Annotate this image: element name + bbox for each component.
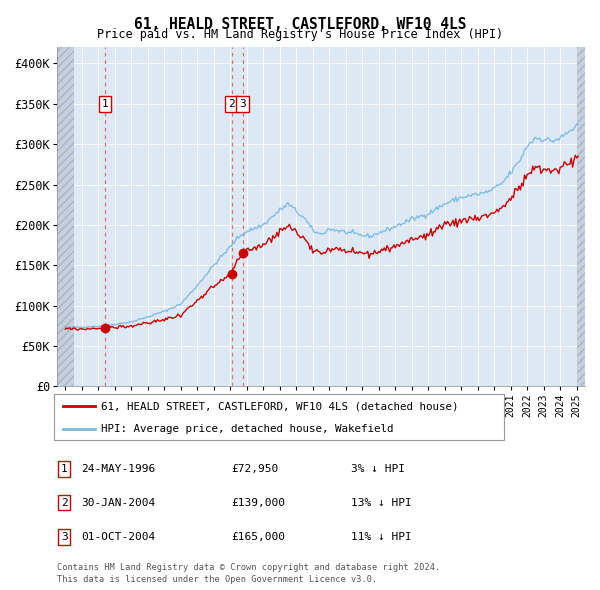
Text: 61, HEALD STREET, CASTLEFORD, WF10 4LS: 61, HEALD STREET, CASTLEFORD, WF10 4LS — [134, 17, 466, 31]
Text: 24-MAY-1996: 24-MAY-1996 — [81, 464, 155, 474]
Text: This data is licensed under the Open Government Licence v3.0.: This data is licensed under the Open Gov… — [57, 575, 377, 584]
Text: 3% ↓ HPI: 3% ↓ HPI — [351, 464, 405, 474]
Text: 30-JAN-2004: 30-JAN-2004 — [81, 498, 155, 507]
Text: 1: 1 — [61, 464, 68, 474]
Text: 13% ↓ HPI: 13% ↓ HPI — [351, 498, 412, 507]
Text: 2: 2 — [228, 99, 235, 109]
Text: HPI: Average price, detached house, Wakefield: HPI: Average price, detached house, Wake… — [101, 424, 394, 434]
Text: 3: 3 — [61, 532, 68, 542]
Text: Price paid vs. HM Land Registry's House Price Index (HPI): Price paid vs. HM Land Registry's House … — [97, 28, 503, 41]
Text: 11% ↓ HPI: 11% ↓ HPI — [351, 532, 412, 542]
Text: £165,000: £165,000 — [231, 532, 285, 542]
Text: 61, HEALD STREET, CASTLEFORD, WF10 4LS (detached house): 61, HEALD STREET, CASTLEFORD, WF10 4LS (… — [101, 401, 459, 411]
Text: £72,950: £72,950 — [231, 464, 278, 474]
FancyBboxPatch shape — [54, 394, 504, 440]
Text: £139,000: £139,000 — [231, 498, 285, 507]
Text: 1: 1 — [101, 99, 108, 109]
Text: Contains HM Land Registry data © Crown copyright and database right 2024.: Contains HM Land Registry data © Crown c… — [57, 563, 440, 572]
Text: 2: 2 — [61, 498, 68, 507]
Text: 3: 3 — [239, 99, 246, 109]
Text: 01-OCT-2004: 01-OCT-2004 — [81, 532, 155, 542]
